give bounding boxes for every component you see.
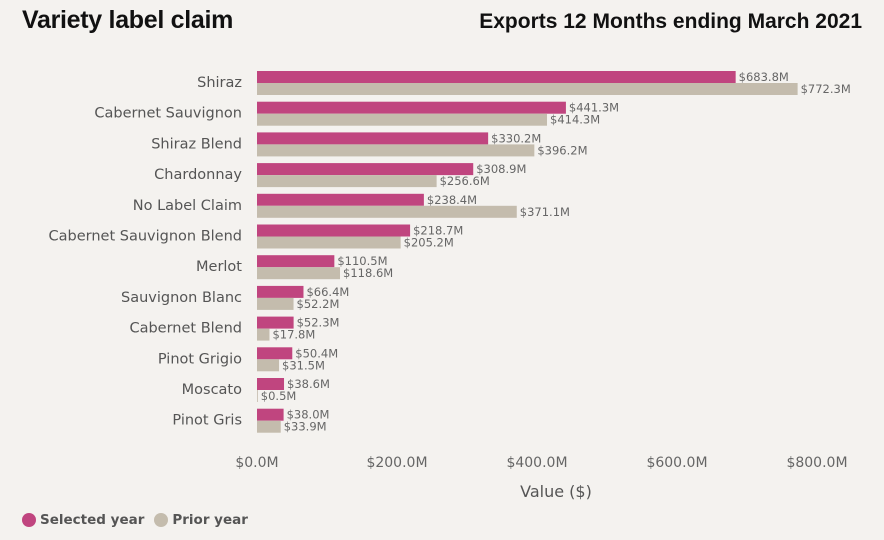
category-label: Sauvignon Blanc [121,290,242,306]
data-label-prior: $256.6M [440,174,490,188]
category-label: Merlot [196,259,242,275]
data-label-selected: $66.4M [306,285,349,299]
bar-prior-year[interactable] [257,359,280,372]
category-label: Pinot Gris [172,413,242,429]
x-axis-title: Value ($) [520,482,592,501]
bar-selected-year[interactable] [257,193,424,206]
data-label-prior: $772.3M [801,82,851,96]
bar-selected-year[interactable] [257,316,294,329]
category-label: Chardonnay [154,167,242,183]
data-label-selected: $330.2M [491,131,541,145]
bar-prior-year[interactable] [257,267,341,280]
legend: Selected year Prior year [22,512,252,528]
data-label-prior: $205.2M [404,236,454,250]
bar-prior-year[interactable] [257,420,281,433]
legend-label-prior: Prior year [172,512,248,528]
bar-selected-year[interactable] [257,71,736,83]
x-tick-label: $800.0M [786,455,847,471]
bar-prior-year[interactable] [257,144,535,157]
legend-swatch-prior-icon [154,513,169,527]
data-label-prior: $0.5M [261,389,297,403]
data-label-selected: $238.4M [427,193,477,207]
data-label-prior: $396.2M [537,143,587,157]
chart-title: Variety label claim [22,6,234,34]
bar-prior-year[interactable] [257,390,258,402]
bar-chart: Shiraz $683.8M $772.3M Cabernet Sauvignon $4… [49,70,851,501]
legend-label-selected: Selected year [40,512,145,528]
category-label: Shiraz [197,75,242,91]
legend-item-selected[interactable]: Selected year [22,512,144,528]
bar-selected-year[interactable] [257,101,566,114]
data-label-prior: $414.3M [550,113,600,127]
x-tick-label: $600.0M [646,455,707,471]
category-label: Pinot Grigio [158,351,242,367]
data-label-selected: $110.5M [337,254,387,268]
bar-prior-year[interactable] [257,297,294,310]
category-label: Shiraz Blend [151,136,242,152]
data-label-selected: $441.3M [569,101,619,115]
data-label-selected: $38.6M [287,377,330,391]
bar-selected-year[interactable] [257,163,474,176]
x-tick-label: $0.0M [235,455,278,471]
bar-selected-year[interactable] [257,285,304,298]
category-label: Cabernet Sauvignon Blend [49,229,243,245]
data-label-selected: $50.4M [295,346,338,360]
chart-subtitle: Exports 12 Months ending March 2021 [479,10,862,33]
data-label-prior: $33.9M [284,420,327,434]
data-label-selected: $308.9M [476,162,526,176]
bar-selected-year[interactable] [257,408,284,421]
category-label: No Label Claim [133,198,242,214]
data-label-selected: $38.0M [287,408,330,422]
category-label: Moscato [182,382,242,398]
data-label-prior: $31.5M [282,358,325,372]
legend-item-prior[interactable]: Prior year [154,512,248,528]
data-label-prior: $118.6M [343,266,393,280]
data-label-selected: $218.7M [413,224,463,238]
data-label-selected: $52.3M [297,316,340,330]
bar-prior-year[interactable] [257,328,270,341]
data-label-prior: $371.1M [520,205,570,219]
bar-prior-year[interactable] [257,113,548,126]
bar-selected-year[interactable] [257,255,335,268]
bar-prior-year[interactable] [257,175,437,188]
bar-selected-year[interactable] [257,347,293,360]
bar-selected-year[interactable] [257,132,489,145]
legend-swatch-selected-icon [22,513,36,527]
x-tick-label: $200.0M [366,455,427,471]
bar-prior-year[interactable] [257,83,798,95]
category-label: Cabernet Blend [129,321,242,337]
bar-prior-year[interactable] [257,236,401,249]
data-label-prior: $17.8M [272,328,315,342]
category-label: Cabernet Sauvignon [94,106,242,122]
data-label-prior: $52.2M [297,297,340,311]
x-tick-label: $400.0M [506,455,567,471]
bar-prior-year[interactable] [257,205,517,218]
bar-selected-year[interactable] [257,224,411,237]
data-label-selected: $683.8M [739,70,789,84]
bar-selected-year[interactable] [257,378,285,390]
